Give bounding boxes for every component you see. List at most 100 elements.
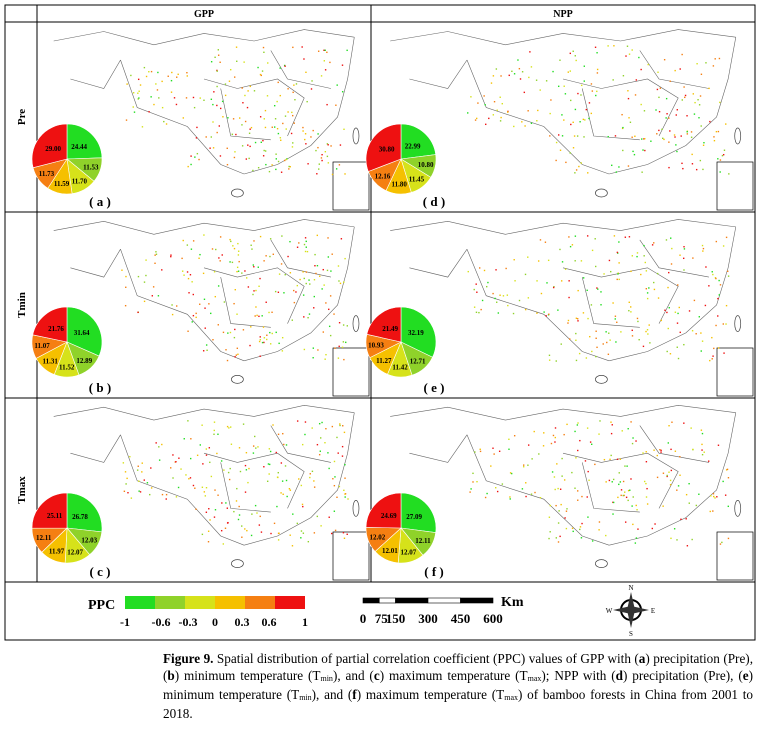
map-pixel [563,85,565,87]
map-pixel [714,277,717,279]
map-pixel [614,135,617,137]
map-pixel [261,70,264,72]
map-pixel [304,237,307,239]
map-pixel [643,255,645,257]
map-pixel [564,268,567,270]
map-pixel [190,248,193,250]
map-pixel [275,158,277,160]
map-pixel [521,488,524,490]
map-pixel [527,256,529,258]
map-pixel [702,144,705,146]
figure: GPP NPP Pre Tmin Tmax 24.4411.5311.7011.… [4,4,756,641]
map-pixel [615,171,618,173]
map-boundary [70,249,121,278]
map-pixel [229,426,232,428]
pie-label: 11.31 [43,357,59,365]
map-pixel [309,283,311,285]
map-pixel [507,304,509,307]
map-pixel [631,505,633,507]
map-pixel [279,67,281,69]
map-pixel [267,62,269,64]
map-pixel [333,313,335,315]
map-pixel [310,88,313,90]
map-pixel [165,123,168,125]
map-pixel [670,469,673,472]
map-pixel [265,255,267,257]
map-pixel [170,467,172,469]
map-pixel [539,497,542,499]
map-pixel [630,421,632,423]
map-pixel [695,333,697,335]
map-pixel [238,505,240,508]
map-pixel [302,126,304,129]
map-pixel [723,352,725,354]
map-pixel [125,275,127,278]
map-pixel [150,70,153,73]
caption-text: ) minimum temperature (T [163,668,753,702]
island [231,375,244,384]
map-pixel [705,62,707,64]
map-pixel [548,354,551,357]
map-pixel [719,171,721,173]
map-pixel [311,80,313,82]
map-pixel [575,317,578,319]
map-pixel [645,496,648,498]
map-pixel [628,53,631,55]
map-pixel [569,70,572,72]
map-pixel [155,83,157,85]
map-pixel [610,454,612,457]
map-pixel [680,135,682,137]
map-pixel [258,524,261,526]
map-pixel [631,442,634,445]
map-pixel [154,254,156,256]
map-pixel [722,245,725,247]
map-pixel [617,273,619,275]
map-pixel [328,325,331,328]
map-pixel [619,481,622,483]
map-pixel [277,81,279,84]
map-pixel [305,282,307,285]
map-pixel [537,260,540,262]
island [231,188,244,198]
map-pixel [552,286,555,289]
map-pixel [500,116,502,119]
map-pixel [677,485,680,487]
pie-label: 30.80 [379,146,395,154]
map-pixel [322,331,325,333]
map-pixel [306,250,309,253]
map-pixel [155,442,157,444]
pie-label: 11.73 [39,170,55,178]
map-pixel [250,534,253,537]
map-pixel [605,481,607,483]
map-pixel [268,473,270,475]
map-pixel [267,463,270,465]
map-boundary [243,226,355,362]
map-pixel [580,162,582,164]
map-pixel [289,489,292,491]
map-pixel [176,76,178,78]
legend-swatch [215,596,245,609]
map-pixel [212,147,215,149]
map-pixel [130,74,132,77]
map-pixel [676,322,679,324]
map-pixel [327,452,329,454]
map-pixel [289,534,291,536]
map-pixel [273,104,276,107]
map-pixel [157,71,159,74]
map-pixel [205,454,208,456]
map-pixel [241,145,244,147]
legend-tick-label: -1 [120,615,130,629]
map-pixel [330,145,332,147]
map-pixel [656,272,659,275]
map-pixel [691,538,693,541]
map-pixel [305,71,307,74]
map-pixel [495,487,497,489]
map-pixel [621,127,624,130]
map-pixel [527,297,530,299]
map-pixel [596,72,599,74]
map-pixel [590,112,593,115]
caption-text: ), and ( [332,668,374,683]
pie-label: 11.27 [376,357,392,365]
pie-label: 12.89 [76,357,92,365]
map-pixel [339,424,341,427]
